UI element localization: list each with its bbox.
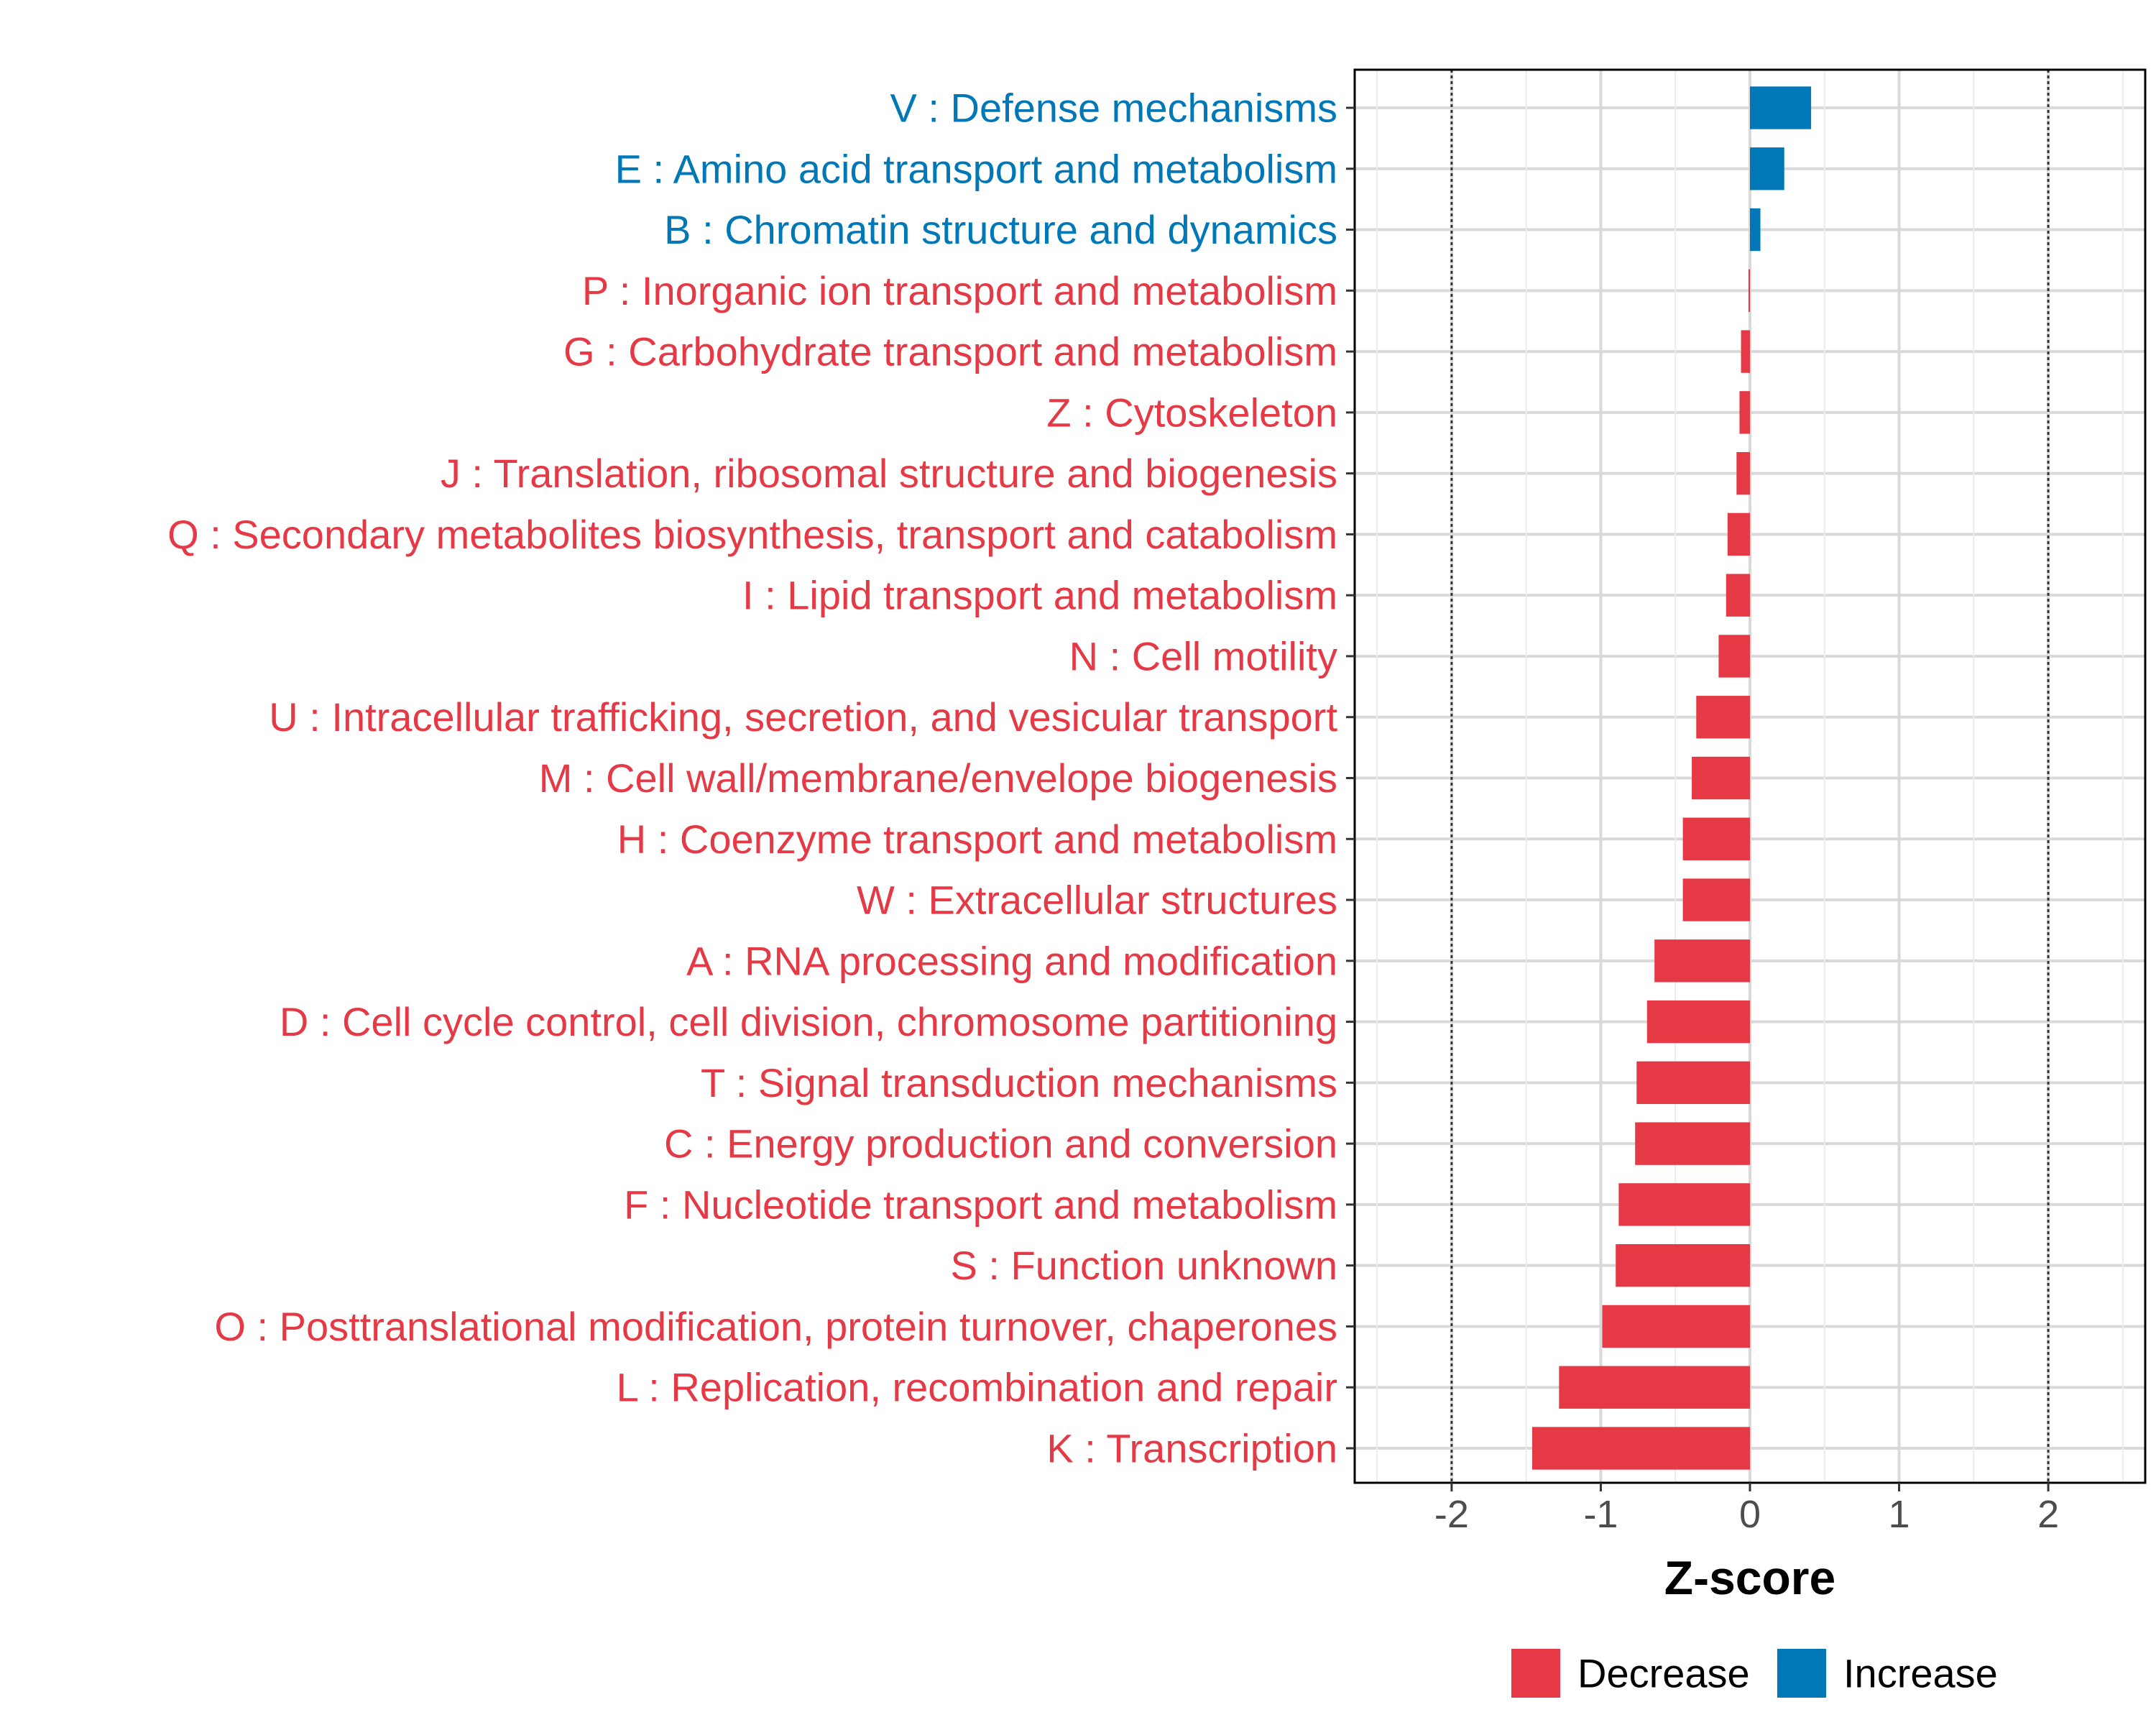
category-label: Q : Secondary metabolites biosynthesis, … [167,512,1337,557]
category-label: C : Energy production and conversion [664,1121,1337,1167]
legend-item: Increase [1777,1649,1998,1698]
category-label: E : Amino acid transport and metabolism [615,146,1337,191]
bar [1739,391,1750,434]
bar [1559,1366,1750,1409]
bar [1602,1305,1750,1348]
category-label: V : Defense mechanisms [890,86,1337,131]
legend-label: Decrease [1577,1651,1750,1696]
bar [1726,574,1750,617]
category-label: T : Signal transduction mechanisms [701,1060,1337,1105]
x-axis: -2 -1 0 1 2 [1434,1483,2059,1536]
category-label: S : Function unknown [950,1243,1337,1288]
category-label: M : Cell wall/membrane/envelope biogenes… [539,755,1337,801]
category-label: L : Replication, recombination and repai… [617,1365,1337,1410]
category-label: U : Intracellular trafficking, secretion… [269,694,1337,740]
category-label: J : Translation, ribosomal structure and… [441,451,1337,496]
bar [1736,451,1750,495]
category-label: K : Transcription [1046,1426,1337,1471]
category-label: I : Lipid transport and metabolism [742,573,1337,618]
bar [1750,208,1761,252]
bar [1727,512,1750,556]
category-label: A : RNA processing and modification [686,938,1337,983]
x-tick-label: -1 [1583,1493,1618,1536]
bar [1531,1427,1750,1470]
category-label: O : Posttranslational modification, prot… [214,1304,1337,1349]
bar [1618,1183,1750,1226]
bar [1748,269,1750,312]
category-label: Z : Cytoskeleton [1046,390,1337,435]
bar [1750,86,1812,129]
category-label: F : Nucleotide transport and metabolism [624,1182,1337,1227]
y-axis: V : Defense mechanisms E : Amino acid tra… [167,86,1355,1471]
legend-item: Decrease [1511,1649,1750,1698]
bars [1531,86,1812,1470]
bar [1741,330,1750,373]
category-label: W : Extracellular structures [857,878,1337,923]
x-tick-label: -2 [1434,1493,1469,1536]
category-label: G : Carbohydrate transport and metabolis… [563,329,1337,374]
x-axis-title: Z-score [1664,1551,1835,1604]
legend-swatch [1511,1649,1560,1698]
bar [1750,147,1784,190]
x-tick-label: 0 [1739,1493,1761,1536]
x-tick-label: 1 [1889,1493,1910,1536]
legend: Decrease Increase [1511,1649,1998,1698]
bar [1646,1000,1750,1044]
legend-label: Increase [1843,1651,1998,1696]
bar [1636,1061,1750,1105]
category-label: H : Coenzyme transport and metabolism [617,816,1337,862]
category-label: P : Inorganic ion transport and metaboli… [582,268,1337,313]
bar [1616,1244,1750,1287]
bar [1654,939,1750,983]
bar [1682,817,1750,860]
bar [1635,1122,1750,1165]
bar [1718,635,1750,678]
bar [1696,696,1750,739]
x-tick-label: 2 [2037,1493,2059,1536]
bar [1692,756,1750,800]
category-label: B : Chromatin structure and dynamics [664,207,1337,252]
category-label: D : Cell cycle control, cell division, c… [280,999,1337,1044]
category-label: N : Cell motility [1069,633,1337,678]
bar [1682,878,1750,921]
legend-swatch [1777,1649,1826,1698]
